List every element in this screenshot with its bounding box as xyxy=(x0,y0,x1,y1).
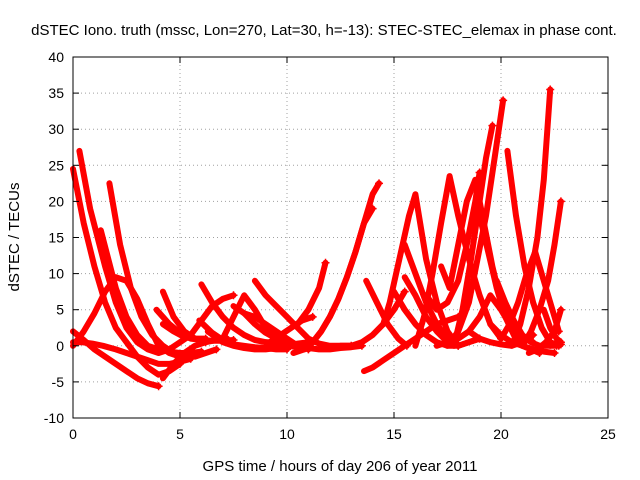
series-line xyxy=(70,274,183,360)
y-tick-label: 20 xyxy=(48,193,64,209)
series-end-marker xyxy=(556,340,565,349)
axis-ticks: 0 5 10 15 20 25 -10 -5 0 5 10 15 20 25 30 35 40 xyxy=(44,49,616,442)
series-line xyxy=(508,86,554,349)
series-arc-43 xyxy=(508,85,555,349)
series-line xyxy=(450,122,496,349)
series-line xyxy=(294,259,329,328)
series-line xyxy=(76,147,237,356)
series-line xyxy=(159,288,209,346)
y-tick-label: 30 xyxy=(48,121,64,137)
y-tick-label: -5 xyxy=(52,374,65,390)
series-line xyxy=(337,288,408,349)
x-tick-label: 0 xyxy=(69,426,77,442)
chart-title: dSTEC Iono. truth (mssc, Lon=270, Lat=30… xyxy=(31,22,617,39)
series-end-marker xyxy=(375,179,384,188)
series-end-marker xyxy=(556,305,565,314)
y-tick-label: 5 xyxy=(56,302,64,318)
series-end-marker xyxy=(499,96,508,105)
series-line xyxy=(301,180,382,353)
series-end-marker xyxy=(229,291,238,300)
series-arc-23 xyxy=(294,258,330,328)
series-arc-02 xyxy=(76,147,238,356)
x-tick-label: 5 xyxy=(176,426,184,442)
data-traces xyxy=(70,85,565,391)
y-tick-label: 10 xyxy=(48,266,64,282)
series-arc-44 xyxy=(519,197,565,349)
series-end-marker xyxy=(402,341,411,350)
series-arc-22 xyxy=(301,179,384,353)
series-line xyxy=(504,147,562,349)
series-end-marker xyxy=(201,338,210,347)
series-line xyxy=(401,274,483,349)
series-end-marker xyxy=(400,287,409,296)
series-end-marker xyxy=(154,382,163,391)
series-arc-11 xyxy=(159,288,210,347)
series-end-marker xyxy=(308,312,317,321)
y-tick-label: 25 xyxy=(48,157,64,173)
series-end-marker xyxy=(556,197,565,206)
series-end-marker xyxy=(488,121,497,130)
series-line xyxy=(519,198,564,349)
x-tick-label: 10 xyxy=(279,426,295,442)
series-line xyxy=(525,306,564,356)
series-end-marker xyxy=(321,258,330,267)
series-arc-20 xyxy=(266,312,317,346)
y-tick-label: 0 xyxy=(56,338,64,354)
series-end-marker xyxy=(550,349,559,358)
series-line xyxy=(70,165,183,378)
x-tick-label: 15 xyxy=(386,426,402,442)
series-arc-26 xyxy=(363,277,411,350)
series-arc-36 xyxy=(450,121,497,349)
x-axis-label: GPS time / hours of day 206 of year 2011 xyxy=(203,458,478,475)
series-line xyxy=(266,313,316,346)
y-tick-label: 40 xyxy=(48,49,64,65)
series-line xyxy=(423,169,483,313)
series-end-marker xyxy=(546,85,555,94)
series-line xyxy=(547,339,564,349)
series-line xyxy=(380,191,462,349)
y-tick-label: 35 xyxy=(48,85,64,101)
series-arc-24 xyxy=(337,287,409,349)
y-axis-label: dSTEC / TECUs xyxy=(6,183,23,292)
x-tick-label: 25 xyxy=(600,426,616,442)
x-tick-label: 20 xyxy=(493,426,509,442)
series-line xyxy=(363,277,410,349)
y-tick-label: 15 xyxy=(48,230,64,246)
series-arc-47 xyxy=(547,339,565,349)
series-arc-45 xyxy=(525,305,565,356)
series-end-marker xyxy=(212,345,221,354)
y-tick-label: -10 xyxy=(44,410,64,426)
